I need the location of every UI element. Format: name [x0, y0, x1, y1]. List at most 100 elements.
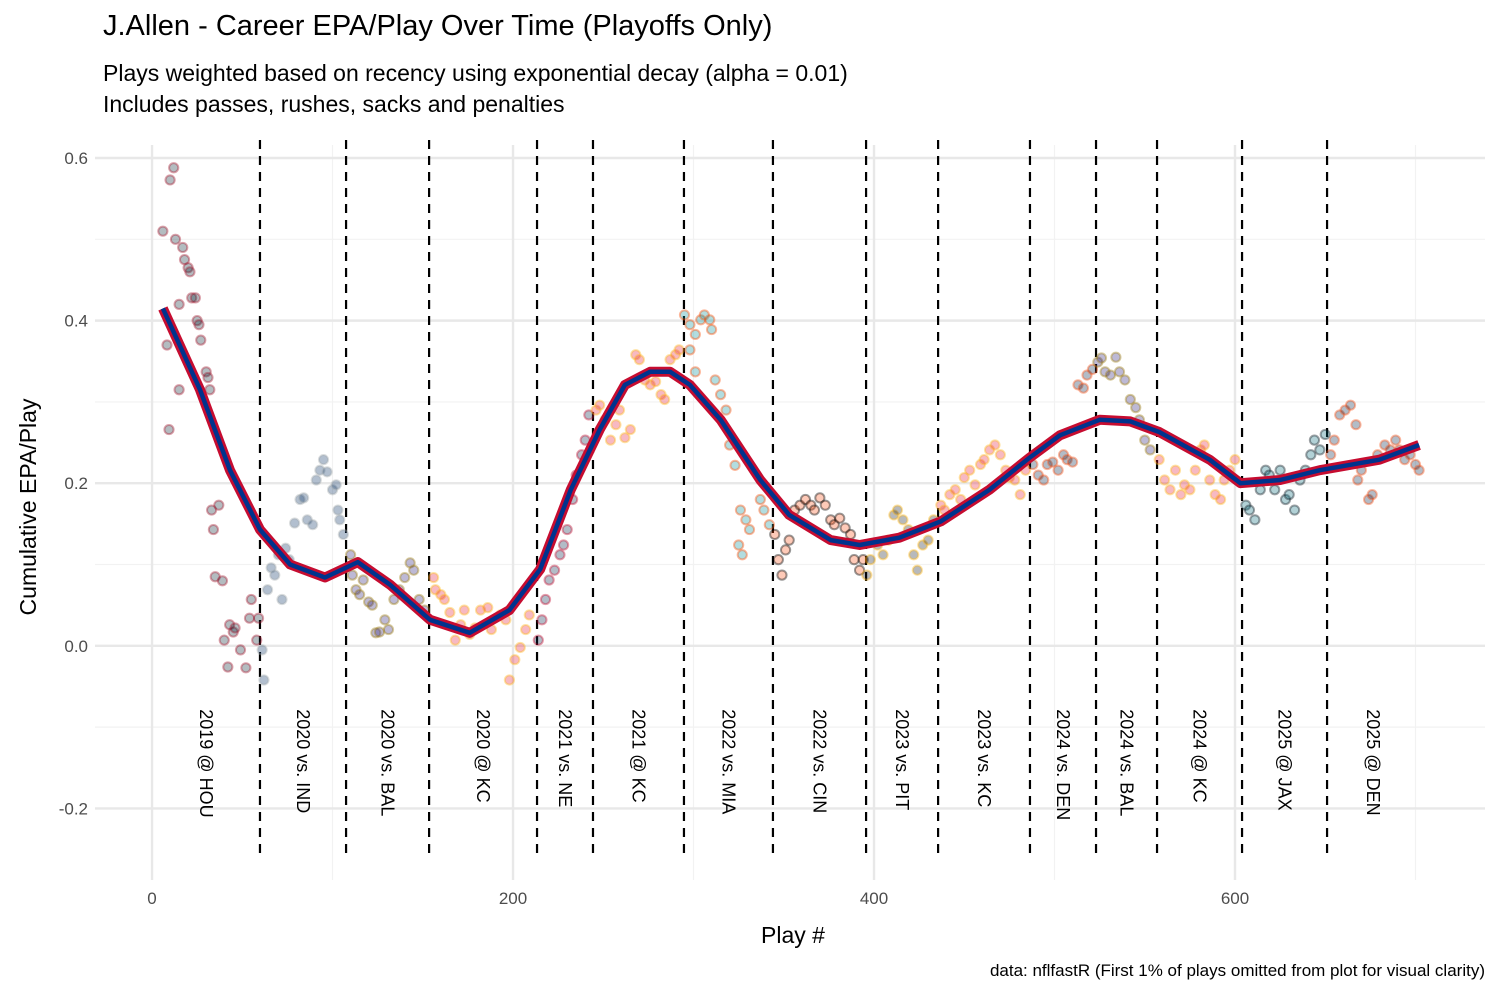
data-point	[243, 612, 256, 624]
data-point	[1032, 469, 1044, 481]
data-point	[655, 389, 667, 401]
data-point	[157, 225, 169, 237]
data-point	[191, 315, 203, 327]
data-point	[1390, 434, 1402, 446]
data-point	[729, 459, 741, 471]
data-point	[1352, 474, 1364, 486]
data-point	[689, 366, 701, 378]
game-dividers	[258, 140, 1329, 857]
data-point	[245, 593, 257, 606]
data-point	[444, 606, 456, 619]
data-point	[1110, 351, 1122, 363]
data-point	[314, 464, 326, 476]
game-label: 2024 @ KC	[1190, 709, 1210, 802]
game-label: 2020 @ KC	[473, 709, 493, 802]
data-point	[1038, 474, 1050, 486]
data-point	[370, 627, 382, 639]
data-point	[828, 519, 840, 531]
data-point	[178, 254, 191, 266]
data-point	[689, 328, 701, 341]
data-point	[1344, 399, 1357, 411]
data-point	[583, 409, 595, 421]
game-label: 2023 vs. KC	[974, 709, 994, 807]
data-point	[289, 517, 301, 529]
data-point	[163, 423, 175, 436]
data-point	[624, 423, 636, 436]
data-point	[354, 589, 366, 601]
data-point	[1081, 369, 1093, 381]
data-point	[1178, 479, 1191, 491]
data-point	[848, 554, 860, 566]
data-point	[298, 492, 310, 504]
data-point	[1124, 393, 1136, 406]
data-point	[664, 354, 676, 366]
game-label: 2021 vs. NE	[555, 709, 575, 807]
data-point	[1052, 464, 1064, 476]
data-point	[561, 523, 573, 536]
data-point	[388, 593, 400, 606]
data-point	[1325, 449, 1337, 461]
data-point	[864, 554, 877, 566]
data-point	[265, 562, 277, 574]
data-point	[825, 514, 837, 526]
data-point	[373, 626, 386, 638]
data-point	[276, 593, 288, 606]
data-point	[227, 626, 239, 638]
data-point	[363, 596, 375, 608]
data-point	[173, 384, 185, 396]
data-point	[379, 614, 391, 626]
data-point	[428, 571, 440, 584]
data-point	[301, 514, 313, 526]
data-point	[877, 549, 889, 561]
data-point	[720, 404, 732, 416]
data-point	[408, 564, 420, 576]
data-point	[1249, 514, 1261, 526]
data-point	[169, 233, 182, 245]
data-point	[594, 399, 606, 411]
data-point	[321, 466, 333, 478]
data-point	[1144, 444, 1156, 456]
data-point	[964, 464, 976, 476]
data-point	[256, 644, 268, 656]
data-point	[772, 554, 784, 566]
data-point	[474, 604, 487, 616]
data-point	[736, 549, 748, 561]
data-point	[1204, 474, 1216, 486]
data-point	[630, 349, 642, 361]
data-point	[1041, 458, 1053, 471]
data-point	[514, 641, 526, 654]
data-point	[633, 354, 645, 366]
data-point	[1379, 439, 1391, 451]
data-point	[209, 571, 221, 583]
data-point	[482, 602, 494, 614]
data-point	[195, 334, 207, 346]
data-point	[911, 564, 923, 576]
data-point	[794, 499, 806, 511]
data-point	[714, 389, 727, 401]
y-tick-label: 0.2	[64, 474, 88, 493]
data-point	[844, 528, 857, 541]
data-point	[1269, 484, 1281, 496]
data-point	[1214, 493, 1227, 506]
data-point	[709, 374, 721, 386]
data-point	[1362, 493, 1375, 506]
data-point	[783, 534, 795, 546]
data-point	[252, 612, 265, 624]
data-point	[1113, 366, 1126, 378]
data-point	[1099, 366, 1111, 378]
data-point	[763, 519, 775, 531]
data-point	[776, 569, 788, 581]
data-point	[705, 323, 718, 336]
data-point	[251, 634, 263, 646]
data-point	[1104, 369, 1117, 381]
data-point	[1077, 382, 1089, 394]
data-point	[269, 569, 281, 581]
chart-title: J.Allen - Career EPA/Play Over Time (Pla…	[103, 10, 773, 42]
data-point	[193, 319, 205, 331]
data-point	[949, 484, 961, 496]
data-point	[337, 528, 349, 541]
gridlines	[95, 145, 1485, 880]
data-point	[334, 514, 346, 526]
data-point	[168, 162, 180, 174]
data-point	[839, 522, 851, 534]
